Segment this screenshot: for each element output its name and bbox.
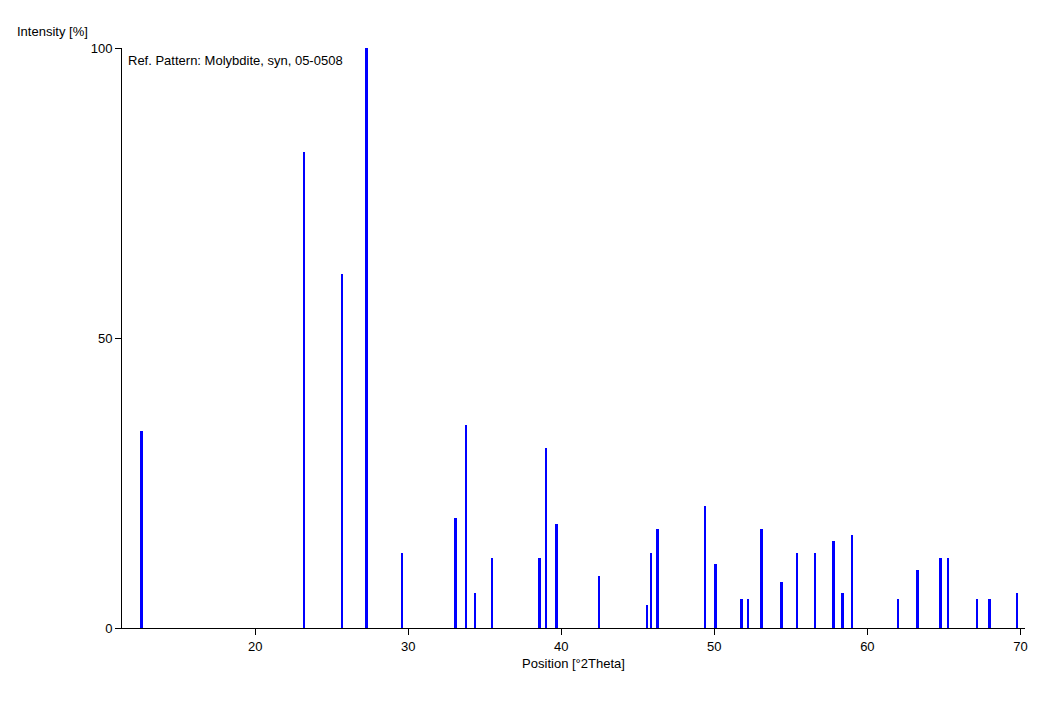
svg-text:Ref. Pattern: Molybdite, syn,: Ref. Pattern: Molybdite, syn, 05-0508 <box>128 53 343 68</box>
svg-text:30: 30 <box>401 639 415 654</box>
svg-text:60: 60 <box>860 639 874 654</box>
svg-text:100: 100 <box>91 41 113 56</box>
svg-text:0: 0 <box>105 621 112 636</box>
svg-text:70: 70 <box>1013 639 1027 654</box>
svg-text:40: 40 <box>554 639 568 654</box>
svg-text:Position [°2Theta]: Position [°2Theta] <box>522 656 625 671</box>
svg-text:50: 50 <box>707 639 721 654</box>
svg-text:Intensity [%]: Intensity [%] <box>17 24 88 39</box>
svg-text:50: 50 <box>98 331 112 346</box>
svg-text:20: 20 <box>248 639 262 654</box>
